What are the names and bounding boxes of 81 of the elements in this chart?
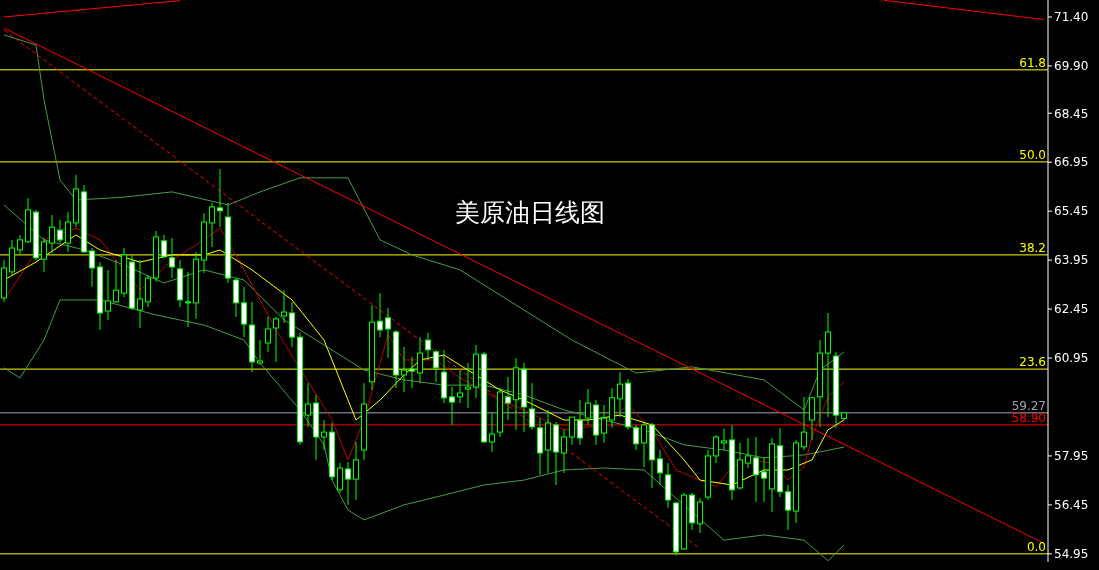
candlestick <box>137 259 143 329</box>
candlestick <box>417 336 423 384</box>
candlestick <box>529 382 535 431</box>
candlestick <box>785 484 791 531</box>
candlestick <box>401 346 407 393</box>
line-series <box>3 34 845 411</box>
candlestick <box>617 371 623 418</box>
annotation: 23.6 <box>1019 355 1046 370</box>
y-tick-label: 63.95 <box>1054 253 1089 268</box>
line-series <box>3 299 845 562</box>
annotation: 61.8 <box>1019 55 1046 70</box>
y-tick-label: 68.45 <box>1054 106 1089 121</box>
y-tick-label: 60.95 <box>1054 351 1089 366</box>
candlestick <box>713 434 719 464</box>
candlestick <box>89 247 95 288</box>
candlestick <box>233 277 239 318</box>
y-tick-label: 71.40 <box>1054 10 1089 25</box>
candlestick <box>41 237 47 273</box>
candlestick <box>585 388 591 426</box>
y-tick-label: 57.95 <box>1054 449 1089 464</box>
y-tick-label: 62.45 <box>1054 302 1089 317</box>
candlestick <box>305 382 311 428</box>
candlestick <box>761 456 767 503</box>
candlestick <box>353 441 359 501</box>
candlestick <box>697 497 703 534</box>
candlestick <box>721 428 727 451</box>
candlestick <box>633 424 639 451</box>
candlestick <box>465 362 471 409</box>
candlestick <box>825 312 831 418</box>
candlestick <box>641 422 647 468</box>
candlestick <box>433 349 439 383</box>
candlestick <box>345 461 351 506</box>
candlestick <box>577 399 583 446</box>
candlestick <box>745 437 751 469</box>
candlestick <box>569 416 575 446</box>
candlestick <box>65 211 71 253</box>
candlestick <box>321 419 327 451</box>
candlestick <box>281 289 287 324</box>
candlestick <box>9 239 15 276</box>
candlestick <box>457 369 463 404</box>
candlestick <box>113 259 119 304</box>
candlestick <box>801 396 807 451</box>
candlestick <box>209 202 215 248</box>
candlestick <box>657 449 663 486</box>
y-tick-label: 56.45 <box>1054 498 1089 513</box>
candlestick <box>185 271 191 328</box>
candlestick <box>17 234 23 256</box>
candlestick <box>241 286 247 338</box>
ref-line-label: 59.27 <box>1011 398 1046 413</box>
candlestick <box>753 436 759 503</box>
candlestick <box>489 412 495 453</box>
candlestick <box>265 316 271 353</box>
candlestick <box>257 339 263 366</box>
y-tick-label: 69.90 <box>1054 59 1089 74</box>
y-tick-label: 65.45 <box>1054 204 1089 219</box>
candlestick <box>49 214 55 254</box>
candlestick <box>425 332 431 361</box>
text: 美原油日线图 <box>455 197 605 229</box>
candlestick <box>169 237 175 279</box>
annotation: 38.2 <box>1019 240 1046 255</box>
ref-line-label: 58.90 <box>1011 410 1046 425</box>
candlestick <box>609 387 615 429</box>
candlestick <box>505 376 511 421</box>
candlestick <box>449 386 455 426</box>
annotation: 0.0 <box>1026 539 1046 554</box>
candlestick <box>561 429 567 474</box>
candlestick <box>385 307 391 359</box>
candlestick <box>601 404 607 444</box>
annotation: 50.0 <box>1019 147 1046 162</box>
candlestick <box>105 269 111 321</box>
candlestick <box>273 316 279 363</box>
candlestick <box>217 168 223 228</box>
candlestick <box>809 396 815 441</box>
candlestick <box>377 292 383 338</box>
y-tick-label: 54.95 <box>1054 547 1089 562</box>
candlestick <box>337 462 343 494</box>
candlestick <box>409 356 415 389</box>
candlestick <box>57 219 63 244</box>
candlestick <box>161 234 167 259</box>
candlestick <box>145 274 151 308</box>
y-tick-label: 66.95 <box>1054 155 1089 170</box>
